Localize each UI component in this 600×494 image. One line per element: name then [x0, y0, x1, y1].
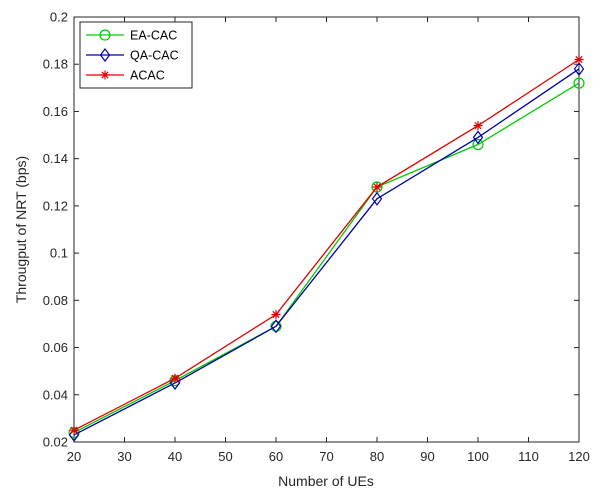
y-tick-label: 0.08	[43, 293, 68, 308]
y-tick-label: 0.04	[43, 387, 68, 402]
legend-label-qa-cac: QA-CAC	[130, 49, 179, 63]
axis-ticks: 20 30 40 50 60 70 80 90 100 110 120 0.02 0.04 0.06 0.0…	[43, 10, 590, 465]
data-point-acac	[574, 55, 584, 64]
legend-marker-ea-cac	[99, 29, 111, 41]
data-point-qa-cac	[270, 319, 282, 334]
data-point-acac	[69, 425, 79, 435]
legend-marker-acac	[100, 70, 110, 80]
x-tick-label: 110	[518, 449, 539, 464]
legend-marker-qa-cac	[99, 48, 111, 62]
legend-label-acac: ACAC	[130, 69, 165, 83]
series-layer	[68, 55, 585, 442]
x-tick-label: 30	[117, 449, 131, 464]
y-tick-label: 0.18	[43, 57, 68, 72]
data-point-acac	[372, 182, 382, 192]
x-tick-label: 80	[370, 449, 384, 464]
x-tick-label: 60	[269, 449, 283, 464]
y-tick-label: 0.2	[50, 10, 68, 25]
x-tick-label: 100	[467, 449, 489, 464]
y-axis-label: Througput of NRT (bps)	[13, 156, 29, 303]
x-tick-label: 120	[568, 449, 590, 464]
x-tick-label: 40	[168, 449, 182, 464]
data-point-ea-cac	[573, 77, 585, 89]
data-point-acac	[271, 310, 281, 319]
legend: EA-CAC QA-CAC ACAC	[79, 21, 193, 89]
x-tick-label: 20	[67, 449, 81, 464]
data-point-acac	[170, 373, 180, 383]
series-line-acac	[73, 58, 580, 431]
x-axis-label: Number of UEs	[278, 473, 374, 489]
y-tick-label: 0.06	[43, 340, 68, 355]
series-acac	[69, 55, 584, 435]
data-point-ea-cac	[472, 138, 484, 151]
x-tick-label: 90	[420, 449, 434, 464]
data-point-qa-cac	[371, 191, 383, 206]
y-tick-label: 0.02	[43, 435, 68, 450]
data-point-qa-cac	[472, 130, 484, 145]
y-tick-label: 0.12	[43, 198, 68, 213]
x-tick-label: 50	[218, 449, 232, 464]
series-line-qa-cac	[73, 68, 580, 436]
data-point-acac	[473, 121, 483, 131]
y-tick-label: 0.14	[43, 151, 68, 166]
y-tick-label: 0.1	[50, 246, 68, 261]
series-line-ea-cac	[73, 82, 580, 434]
y-tick-label: 0.16	[43, 104, 68, 119]
legend-label-ea-cac: EA-CAC	[130, 29, 177, 43]
data-point-qa-cac	[573, 61, 585, 76]
x-tick-label: 70	[319, 449, 333, 464]
